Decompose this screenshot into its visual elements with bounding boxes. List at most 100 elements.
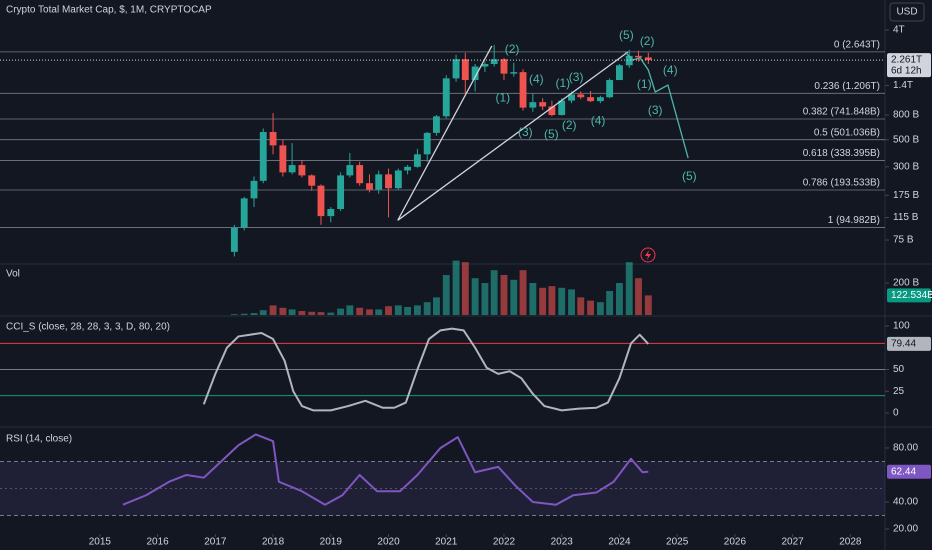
volume-bar bbox=[587, 300, 595, 315]
y-tick-label: 175 B bbox=[893, 190, 919, 201]
chart-title: Crypto Total Market Cap, $, 1M, CRYPTOCA… bbox=[6, 5, 212, 16]
candle-body bbox=[510, 72, 518, 74]
candle-body bbox=[288, 165, 296, 173]
fib-label: 0 (2.643T) bbox=[834, 39, 880, 50]
volume-bar bbox=[404, 307, 412, 315]
wave-label: (2) bbox=[562, 118, 577, 132]
candle-body bbox=[644, 57, 652, 61]
wave-label: (4) bbox=[663, 63, 678, 77]
volume-bar bbox=[452, 260, 460, 315]
candle-body bbox=[385, 174, 392, 189]
volume-bar bbox=[327, 312, 335, 315]
candle-body bbox=[259, 131, 267, 181]
candle-body bbox=[366, 183, 373, 190]
volume-bar bbox=[269, 305, 277, 315]
last-value-badge bbox=[887, 288, 931, 303]
y-tick-label: 1.4T bbox=[893, 80, 913, 91]
wave-label: (5) bbox=[619, 28, 634, 42]
drawing-line bbox=[397, 45, 493, 221]
volume-bar bbox=[529, 283, 537, 315]
fib-label: 0.5 (501.036B) bbox=[814, 127, 880, 138]
drawing-line bbox=[624, 51, 689, 159]
volume-bar bbox=[519, 270, 527, 315]
candle-body bbox=[298, 165, 306, 176]
y-tick-label: 4T bbox=[893, 25, 905, 36]
candle-body bbox=[404, 166, 412, 171]
candle-body bbox=[452, 59, 460, 79]
x-tick-label: 2026 bbox=[724, 537, 747, 548]
candle-body bbox=[327, 208, 335, 217]
volume-bar bbox=[279, 307, 287, 315]
candle-body bbox=[596, 97, 604, 102]
y-tick-label: 200 B bbox=[893, 278, 919, 289]
y-tick-label: 80.00 bbox=[893, 443, 918, 454]
wave-label: (5) bbox=[682, 169, 697, 183]
volume-bar bbox=[433, 297, 440, 315]
event-icon-bolt bbox=[645, 250, 651, 260]
rsi-band bbox=[0, 461, 885, 516]
wave-label: (1) bbox=[556, 76, 571, 90]
candle-body bbox=[356, 165, 364, 184]
y-tick-label: 100 bbox=[893, 321, 910, 332]
volume-bar bbox=[423, 302, 431, 315]
x-tick-label: 2021 bbox=[435, 537, 458, 548]
last-value-badge bbox=[887, 464, 931, 479]
candle-body bbox=[337, 175, 345, 209]
candle-body bbox=[442, 78, 450, 117]
wave-label: (2) bbox=[640, 34, 655, 48]
y-tick-label: 40.00 bbox=[893, 497, 918, 508]
fib-label: 0.236 (1.206T) bbox=[814, 81, 880, 92]
volume-bar bbox=[230, 314, 238, 315]
currency-button[interactable] bbox=[889, 2, 925, 22]
pane-title: CCI_S (close, 28, 28, 3, 3, D, 80, 20) bbox=[6, 322, 170, 333]
candle-body bbox=[394, 170, 402, 189]
candle-body bbox=[616, 65, 623, 81]
wave-label: (4) bbox=[591, 113, 606, 127]
volume-bar bbox=[259, 310, 267, 315]
currency-label[interactable]: USD bbox=[896, 7, 917, 18]
volume-bar bbox=[577, 297, 585, 315]
y-tick-label: 20.00 bbox=[893, 524, 918, 535]
x-tick-label: 2016 bbox=[146, 537, 169, 548]
volume-bar bbox=[510, 279, 518, 315]
volume-bar bbox=[317, 312, 325, 315]
volume-bar bbox=[568, 289, 575, 315]
volume-bar bbox=[250, 313, 258, 315]
candle-body bbox=[481, 63, 489, 67]
event-icon[interactable] bbox=[640, 247, 656, 263]
fib-label: 0.786 (193.533B) bbox=[803, 178, 880, 189]
indicator-line bbox=[122, 433, 649, 506]
last-value-badge bbox=[887, 336, 931, 351]
volume-bar bbox=[471, 278, 479, 315]
wave-label: (2) bbox=[505, 42, 520, 56]
volume-bar bbox=[298, 311, 306, 315]
candle-body bbox=[587, 97, 595, 102]
x-tick-label: 2025 bbox=[666, 537, 689, 548]
y-tick-label: 0 bbox=[893, 408, 899, 419]
last-value-label: 122.534B bbox=[891, 290, 932, 301]
candle-body bbox=[519, 72, 527, 108]
candle-body bbox=[625, 55, 633, 66]
fib-label: 0.618 (338.395B) bbox=[803, 148, 880, 159]
x-tick-label: 2018 bbox=[262, 537, 285, 548]
x-tick-label: 2024 bbox=[608, 537, 631, 548]
candle-body bbox=[433, 116, 440, 133]
x-tick-label: 2019 bbox=[320, 537, 343, 548]
countdown-label: 6d 12h bbox=[891, 66, 922, 77]
y-tick-label: 75 B bbox=[893, 235, 914, 246]
volume-bar bbox=[356, 307, 364, 315]
fib-label: 0.382 (741.848B) bbox=[803, 107, 880, 118]
volume-bar bbox=[288, 309, 296, 315]
x-tick-label: 2020 bbox=[377, 537, 400, 548]
volume-bar bbox=[548, 286, 556, 315]
drawing-line bbox=[397, 51, 629, 221]
pane-title: Vol bbox=[6, 269, 20, 280]
x-tick-label: 2027 bbox=[782, 537, 805, 548]
volume-bar bbox=[644, 295, 652, 315]
pane-title: RSI (14, close) bbox=[6, 434, 72, 445]
candle-body bbox=[308, 175, 316, 186]
candle-body bbox=[606, 80, 614, 98]
indicator-line bbox=[202, 327, 650, 412]
volume-bar bbox=[635, 278, 642, 315]
